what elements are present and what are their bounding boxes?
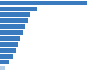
Bar xyxy=(0,36,20,41)
Bar xyxy=(0,60,9,64)
Bar xyxy=(0,48,16,53)
Bar xyxy=(0,1,87,5)
Bar xyxy=(0,66,5,70)
Bar xyxy=(0,12,30,17)
Bar xyxy=(0,54,13,59)
Bar xyxy=(0,7,37,11)
Bar xyxy=(0,30,23,35)
Bar xyxy=(0,18,28,23)
Bar xyxy=(0,24,25,29)
Bar xyxy=(0,42,18,47)
